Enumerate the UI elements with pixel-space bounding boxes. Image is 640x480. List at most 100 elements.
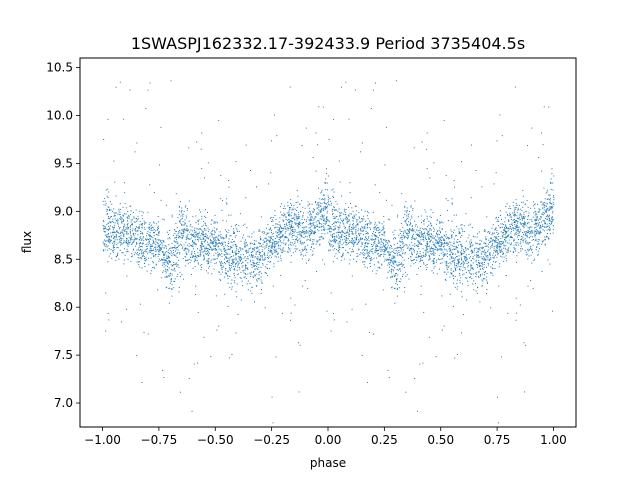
data-point — [217, 238, 219, 240]
data-point — [515, 202, 517, 204]
data-point — [199, 254, 201, 256]
data-point — [458, 233, 460, 235]
data-point — [448, 248, 450, 250]
data-point — [117, 213, 119, 215]
data-point — [126, 241, 128, 243]
data-point — [378, 250, 380, 251]
data-point — [525, 254, 527, 256]
data-point — [227, 305, 229, 307]
data-point — [494, 254, 496, 256]
data-point — [463, 263, 465, 265]
data-point — [431, 246, 433, 248]
data-point — [185, 215, 187, 217]
data-point — [513, 218, 515, 220]
data-point — [427, 234, 428, 236]
data-point — [470, 272, 472, 274]
data-point — [148, 234, 150, 236]
data-point — [397, 246, 399, 248]
data-point — [403, 231, 405, 233]
data-point — [398, 247, 400, 249]
data-point — [401, 262, 403, 264]
data-point — [515, 231, 517, 233]
data-point — [348, 235, 350, 237]
data-point — [421, 141, 423, 143]
data-point — [192, 254, 194, 256]
data-point — [321, 203, 323, 205]
data-point — [231, 288, 233, 290]
data-point — [278, 226, 280, 228]
data-point — [214, 232, 216, 234]
data-point — [243, 257, 245, 259]
data-point — [438, 243, 440, 245]
data-point — [183, 224, 185, 226]
data-point — [137, 229, 139, 231]
data-point — [496, 250, 498, 252]
data-point — [295, 239, 297, 241]
data-point — [416, 273, 418, 275]
data-point — [289, 214, 291, 216]
data-point — [338, 227, 340, 229]
data-point — [489, 233, 490, 235]
data-point — [408, 231, 410, 233]
data-point — [159, 239, 161, 241]
data-point — [195, 232, 197, 234]
data-point — [284, 227, 286, 229]
data-point — [230, 225, 232, 227]
data-point — [343, 231, 345, 233]
data-point — [105, 189, 107, 191]
data-point — [127, 239, 129, 241]
data-point — [491, 246, 493, 248]
data-point — [368, 251, 370, 253]
data-point — [312, 211, 314, 213]
data-point — [356, 224, 358, 226]
data-point — [362, 261, 364, 263]
data-point — [270, 256, 272, 258]
data-point — [155, 239, 157, 241]
data-point — [107, 229, 109, 231]
data-point — [324, 206, 326, 208]
data-point — [491, 227, 493, 229]
data-point — [235, 254, 237, 256]
data-point — [399, 229, 401, 231]
data-point — [526, 234, 528, 236]
data-point — [382, 243, 384, 244]
data-point — [306, 236, 308, 238]
data-point — [532, 236, 534, 238]
data-point — [247, 268, 249, 270]
data-point — [139, 236, 141, 238]
data-point — [255, 240, 257, 242]
data-point — [475, 273, 477, 275]
data-point — [314, 218, 316, 220]
data-point — [297, 217, 299, 219]
data-point — [544, 244, 546, 246]
data-point — [438, 254, 440, 256]
data-point — [168, 267, 170, 269]
data-point — [327, 219, 329, 221]
data-point — [517, 236, 519, 238]
data-point — [106, 195, 108, 197]
data-point — [263, 258, 265, 260]
data-point — [486, 245, 488, 247]
data-point — [429, 241, 431, 243]
data-point — [544, 223, 546, 225]
data-point — [534, 210, 536, 212]
data-point — [280, 211, 282, 213]
data-point — [210, 233, 212, 235]
data-point — [176, 253, 178, 255]
data-point — [137, 257, 139, 259]
data-point — [490, 307, 492, 309]
data-point — [456, 225, 458, 227]
data-point — [201, 264, 203, 266]
data-point — [401, 236, 403, 238]
data-point — [327, 175, 329, 177]
data-point — [140, 246, 142, 248]
data-point — [195, 244, 197, 246]
data-point — [261, 282, 263, 284]
data-point — [497, 245, 499, 247]
data-point — [244, 272, 246, 274]
data-point — [107, 206, 109, 208]
data-point — [513, 221, 515, 223]
data-point — [425, 269, 427, 271]
data-point — [470, 249, 472, 251]
data-point — [341, 212, 343, 214]
